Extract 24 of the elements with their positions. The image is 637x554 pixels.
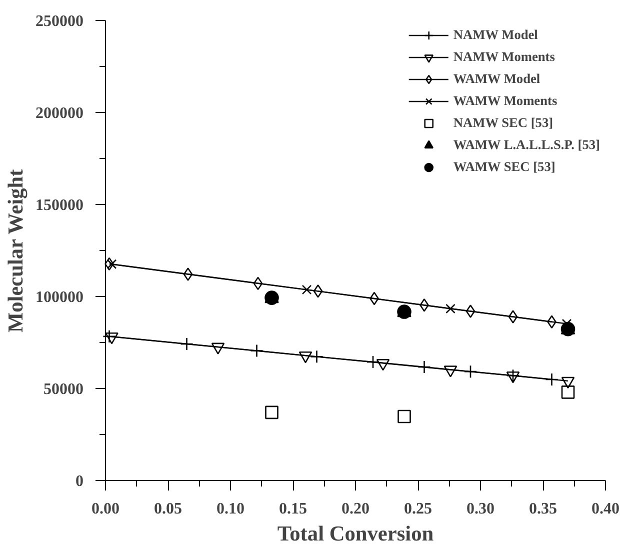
legend-label: WAMW L.A.L.L.S.P. [53] xyxy=(453,137,600,153)
y-axis-title: Molecular Weight xyxy=(4,168,28,333)
legend-label: WAMW Moments xyxy=(453,93,558,109)
y-tick-label: 0 xyxy=(76,473,84,490)
y-tick-label: 200000 xyxy=(36,105,84,122)
x-tick-label: 0.35 xyxy=(529,500,557,518)
legend-label: WAMW Model xyxy=(453,71,540,87)
legend-label: WAMW SEC [53] xyxy=(453,159,556,175)
x-tick-label: 0.20 xyxy=(342,500,370,518)
y-tick-label: 100000 xyxy=(36,289,84,306)
legend-label: NAMW Model xyxy=(453,27,538,43)
x-axis-title: Total Conversion xyxy=(277,522,434,546)
y-tick-label: 150000 xyxy=(36,197,84,214)
x-tick-label: 0.00 xyxy=(92,500,120,518)
y-tick-label: 50000 xyxy=(44,381,84,398)
x-tick-label: 0.10 xyxy=(216,500,244,518)
legend-label: NAMW SEC [53] xyxy=(453,115,554,131)
y-tick-label: 250000 xyxy=(36,13,84,30)
x-tick-label: 0.30 xyxy=(466,500,494,518)
x-tick-label: 0.25 xyxy=(404,500,432,518)
x-tick-label: 0.15 xyxy=(279,500,307,518)
legend-label: NAMW Moments xyxy=(453,49,555,65)
x-tick-label: 0.40 xyxy=(592,500,620,518)
x-tick-label: 0.05 xyxy=(154,500,182,518)
